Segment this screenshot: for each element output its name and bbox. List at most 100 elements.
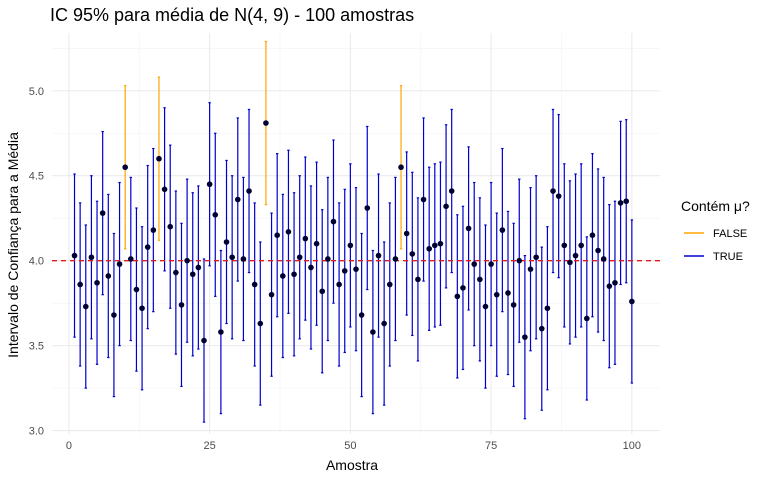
x-tick-label: 25 (204, 440, 216, 452)
sample-mean-point (409, 251, 416, 257)
sample-means (71, 120, 635, 344)
legend-label-false: FALSE (713, 228, 747, 240)
sample-mean-point (567, 259, 573, 266)
sample-mean-point (111, 312, 117, 318)
sample-mean-point (516, 257, 523, 264)
y-tick-label: 4.5 (29, 171, 44, 183)
sample-mean-point (313, 240, 320, 247)
sample-mean-point (347, 242, 354, 249)
sample-mean-point (617, 200, 624, 206)
sample-mean-point (370, 329, 376, 335)
sample-mean-point (629, 298, 635, 305)
sample-mean-point (544, 305, 551, 312)
sample-mean-point (296, 254, 303, 261)
y-tick-labels: 3.0 3.5 4.0 4.5 5.0 (29, 86, 44, 438)
sample-mean-point (578, 242, 584, 249)
sample-mean-point (229, 254, 235, 261)
sample-mean-point (94, 279, 100, 286)
sample-mean-point (381, 320, 387, 327)
legend-label-true: TRUE (713, 251, 743, 263)
legend: Contém μ? FALSE TRUE (681, 198, 750, 263)
sample-mean-point (522, 334, 528, 340)
sample-mean-point (589, 232, 596, 238)
x-tick-label: 100 (623, 440, 641, 452)
sample-mean-point (364, 205, 371, 211)
sample-mean-point (375, 252, 382, 259)
sample-mean-point (550, 188, 556, 194)
sample-mean-point (274, 232, 280, 238)
sample-mean-point (341, 268, 348, 274)
sample-mean-point (426, 245, 432, 252)
sample-mean-point (71, 252, 78, 259)
sample-mean-point (353, 266, 359, 272)
y-tick-label: 3.0 (29, 426, 44, 438)
sample-mean-point (184, 257, 190, 264)
sample-mean-point (116, 261, 123, 267)
sample-mean-point (403, 230, 410, 237)
sample-mean-point (212, 212, 219, 218)
sample-mean-point (606, 283, 613, 289)
sample-mean-point (122, 164, 128, 171)
sample-mean-point (167, 223, 174, 230)
x-axis-title: Amostra (326, 457, 378, 473)
sample-mean-point (268, 291, 275, 298)
sample-mean-point (358, 312, 365, 318)
sample-mean-point (77, 281, 83, 288)
x-tick-labels: 0 25 50 75 100 (66, 440, 641, 452)
sample-mean-point (195, 264, 202, 271)
sample-mean-point (218, 329, 224, 335)
sample-mean-point (325, 256, 331, 262)
sample-mean-point (82, 303, 89, 310)
sample-mean-point (280, 273, 286, 279)
sample-mean-point (612, 279, 618, 286)
sample-mean-point (420, 196, 427, 203)
sample-mean-point (623, 198, 630, 205)
sample-mean-point (454, 293, 461, 300)
sample-mean-point (88, 254, 95, 261)
sample-mean-point (460, 285, 466, 291)
sample-mean-point (330, 218, 337, 225)
x-tick-label: 50 (344, 440, 356, 452)
sample-mean-point (392, 256, 399, 262)
sample-mean-point (432, 242, 438, 249)
sample-mean-point (291, 271, 297, 278)
x-tick-label: 0 (66, 440, 72, 452)
y-tick-label: 4.0 (29, 256, 44, 268)
sample-mean-point (156, 155, 162, 162)
sample-mean-point (471, 261, 478, 267)
sample-mean-point (482, 303, 489, 310)
sample-mean-point (386, 281, 393, 288)
sample-mean-point (263, 120, 269, 126)
sample-mean-point (443, 203, 449, 210)
sample-mean-point (206, 181, 213, 188)
sample-mean-point (189, 271, 196, 278)
sample-mean-point (561, 242, 568, 249)
sample-mean-point (161, 186, 168, 193)
sample-mean-point (178, 302, 185, 308)
sample-mean-point (510, 302, 517, 308)
sample-mean-point (533, 254, 539, 261)
y-tick-label: 5.0 (29, 86, 44, 98)
sample-mean-point (302, 235, 309, 242)
sample-mean-point (437, 240, 444, 247)
sample-mean-point (493, 291, 500, 298)
y-tick-label: 3.5 (29, 341, 44, 353)
sample-mean-point (234, 196, 241, 203)
sample-mean-point (505, 290, 511, 296)
sample-mean-point (139, 305, 145, 312)
sample-mean-point (105, 273, 112, 279)
sample-mean-point (398, 164, 404, 171)
chart-title: IC 95% para média de N(4, 9) - 100 amost… (50, 5, 414, 25)
sample-mean-point (246, 188, 252, 194)
error-bars (73, 40, 634, 423)
legend-title: Contém μ? (681, 198, 750, 214)
sample-mean-point (319, 288, 326, 295)
sample-mean-point (308, 264, 314, 271)
sample-mean-point (527, 266, 534, 272)
sample-mean-point (499, 227, 506, 233)
sample-mean-point (488, 261, 494, 267)
sample-mean-point (465, 225, 472, 232)
sample-mean-point (251, 281, 258, 288)
sample-mean-point (173, 269, 179, 276)
